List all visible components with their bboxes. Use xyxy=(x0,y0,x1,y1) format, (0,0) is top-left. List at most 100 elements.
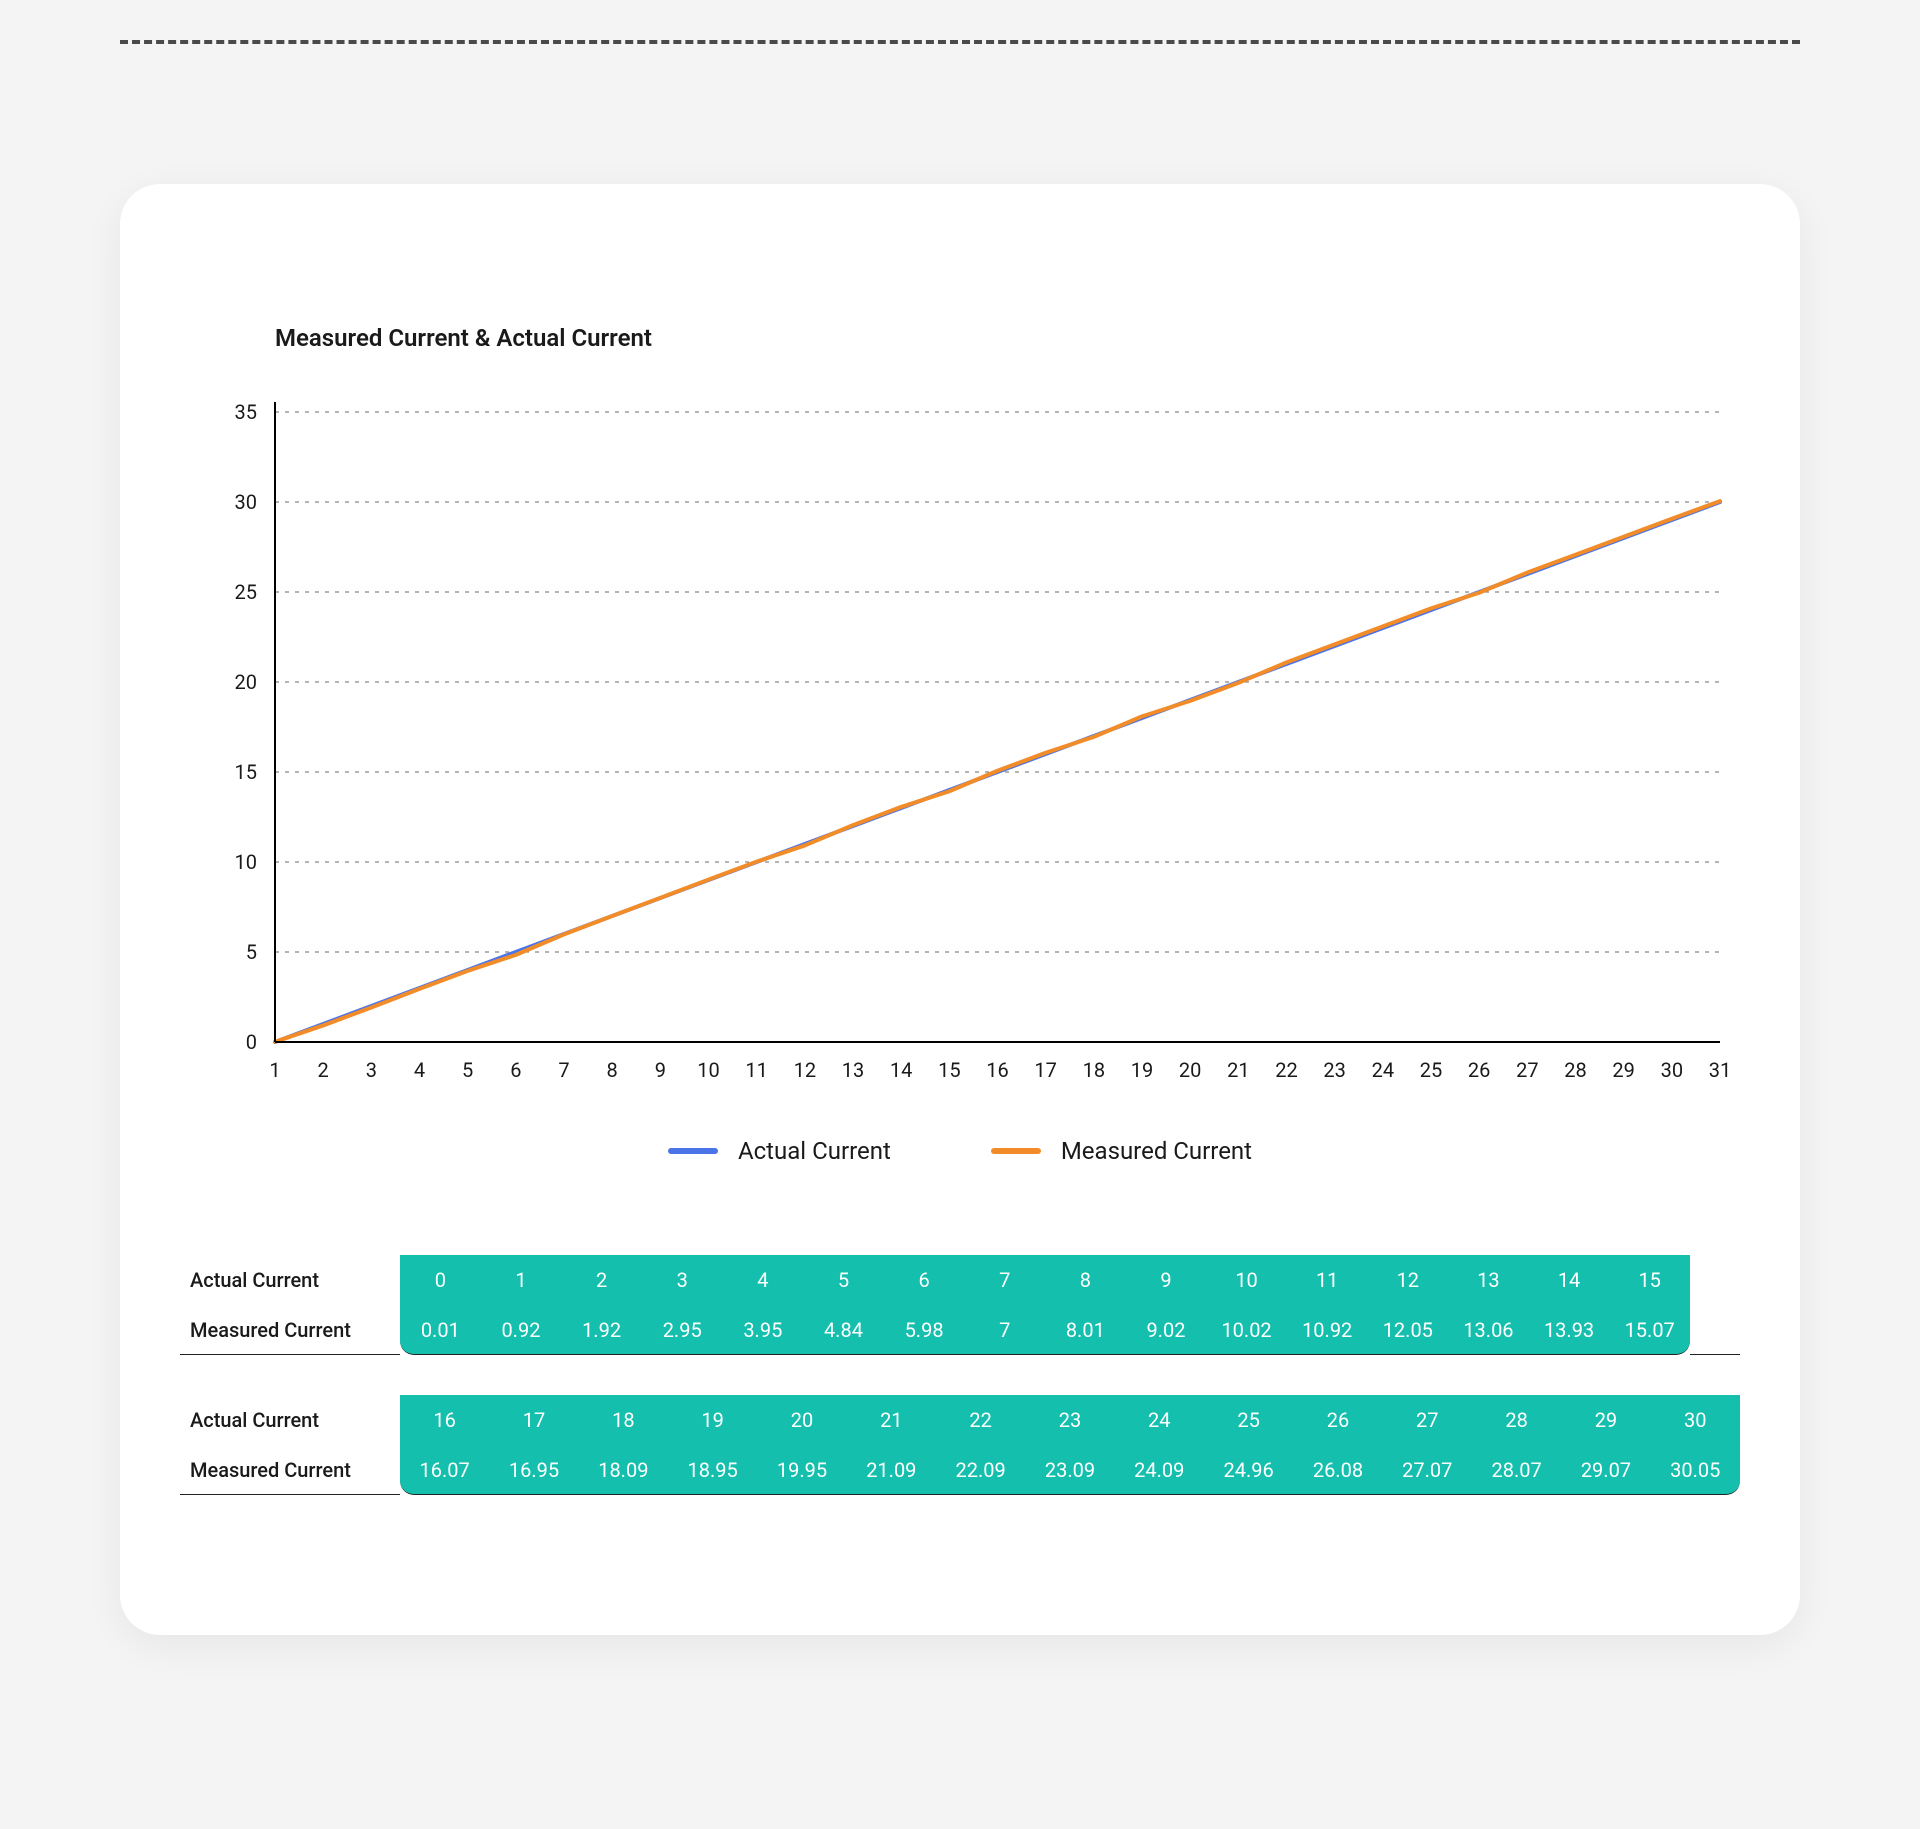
table-cell: 16.07 xyxy=(400,1445,489,1495)
x-tick-label: 30 xyxy=(1661,1058,1683,1082)
data-tables: Actual Current0123456789101112131415Meas… xyxy=(180,1255,1740,1495)
table-cell: 26.08 xyxy=(1293,1445,1382,1495)
x-tick-label: 12 xyxy=(794,1058,816,1082)
line-chart: 0510152025303512345678910111213141516171… xyxy=(180,382,1740,1102)
table-cell: 22 xyxy=(936,1395,1025,1445)
table-cell: 5 xyxy=(803,1255,884,1305)
table-cell: 0.01 xyxy=(400,1305,481,1355)
table-cell: 14 xyxy=(1529,1255,1610,1305)
chart-card: Measured Current & Actual Current 051015… xyxy=(120,184,1800,1635)
y-tick-label: 35 xyxy=(235,400,257,424)
table-row: Measured Current16.0716.9518.0918.9519.9… xyxy=(180,1445,1740,1495)
table-cell: 24 xyxy=(1115,1395,1204,1445)
table-cell: 24.09 xyxy=(1115,1445,1204,1495)
table-cell: 21.09 xyxy=(847,1445,936,1495)
table-cell: 1 xyxy=(481,1255,562,1305)
x-tick-label: 19 xyxy=(1131,1058,1153,1082)
table-cell: 9 xyxy=(1126,1255,1207,1305)
x-tick-label: 9 xyxy=(655,1058,666,1082)
x-tick-label: 21 xyxy=(1227,1058,1249,1082)
legend-item-actual: Actual Current xyxy=(668,1137,891,1165)
table-cell: 17 xyxy=(489,1395,578,1445)
data-table-block1: Actual Current0123456789101112131415Meas… xyxy=(180,1255,1740,1355)
chart-container: Measured Current & Actual Current 051015… xyxy=(180,324,1740,1165)
table-cell: 29.07 xyxy=(1561,1445,1650,1495)
table-row-label: Actual Current xyxy=(180,1395,400,1445)
table-row: Actual Current0123456789101112131415 xyxy=(180,1255,1740,1305)
x-tick-label: 11 xyxy=(745,1058,767,1082)
x-tick-label: 25 xyxy=(1420,1058,1442,1082)
table-cell: 16.95 xyxy=(489,1445,578,1495)
table-row-label: Actual Current xyxy=(180,1255,400,1305)
x-tick-label: 20 xyxy=(1179,1058,1201,1082)
table-cell: 2 xyxy=(561,1255,642,1305)
y-tick-label: 15 xyxy=(235,760,257,784)
table-cell: 22.09 xyxy=(936,1445,1025,1495)
table-cell: 10.02 xyxy=(1206,1305,1287,1355)
table-cell: 10 xyxy=(1206,1255,1287,1305)
table-cell: 29 xyxy=(1561,1395,1650,1445)
table-cell: 7 xyxy=(964,1255,1045,1305)
x-tick-label: 1 xyxy=(269,1058,280,1082)
table-cell: 13.93 xyxy=(1529,1305,1610,1355)
table-cell: 13.06 xyxy=(1448,1305,1529,1355)
table-cell: 30.05 xyxy=(1651,1445,1740,1495)
table-cell: 23 xyxy=(1025,1395,1114,1445)
y-tick-label: 10 xyxy=(235,850,257,874)
x-tick-label: 27 xyxy=(1516,1058,1538,1082)
table-cell: 4.84 xyxy=(803,1305,884,1355)
x-tick-label: 14 xyxy=(890,1058,912,1082)
x-tick-label: 6 xyxy=(510,1058,521,1082)
x-tick-label: 2 xyxy=(318,1058,329,1082)
table-cell: 15 xyxy=(1609,1255,1690,1305)
table-pad xyxy=(1690,1255,1740,1305)
legend-label-measured: Measured Current xyxy=(1061,1137,1252,1165)
table-row-label: Measured Current xyxy=(180,1305,400,1355)
table-row-label: Measured Current xyxy=(180,1445,400,1495)
x-tick-label: 26 xyxy=(1468,1058,1490,1082)
table-cell: 18 xyxy=(579,1395,668,1445)
y-tick-label: 5 xyxy=(246,940,257,964)
legend-label-actual: Actual Current xyxy=(738,1137,891,1165)
table-cell: 2.95 xyxy=(642,1305,723,1355)
table-cell: 13 xyxy=(1448,1255,1529,1305)
table-row: Actual Current16171819202122232425262728… xyxy=(180,1395,1740,1445)
table-cell: 28 xyxy=(1472,1395,1561,1445)
x-tick-label: 5 xyxy=(462,1058,473,1082)
table-cell: 16 xyxy=(400,1395,489,1445)
x-tick-label: 16 xyxy=(986,1058,1008,1082)
x-tick-label: 13 xyxy=(842,1058,864,1082)
table-cell: 19.95 xyxy=(757,1445,846,1495)
x-tick-label: 15 xyxy=(938,1058,960,1082)
table-cell: 18.95 xyxy=(668,1445,757,1495)
data-table-block2: Actual Current16171819202122232425262728… xyxy=(180,1395,1740,1495)
table-cell: 30 xyxy=(1651,1395,1740,1445)
table-cell: 21 xyxy=(847,1395,936,1445)
table-cell: 26 xyxy=(1293,1395,1382,1445)
x-tick-label: 18 xyxy=(1083,1058,1105,1082)
chart-legend: Actual Current Measured Current xyxy=(180,1137,1740,1165)
table-cell: 20 xyxy=(757,1395,846,1445)
table-cell: 3 xyxy=(642,1255,723,1305)
x-tick-label: 10 xyxy=(697,1058,719,1082)
y-tick-label: 20 xyxy=(235,670,257,694)
x-tick-label: 17 xyxy=(1034,1058,1056,1082)
legend-swatch-actual xyxy=(668,1148,718,1154)
table-cell: 1.92 xyxy=(561,1305,642,1355)
y-tick-label: 30 xyxy=(235,490,257,514)
x-tick-label: 8 xyxy=(607,1058,618,1082)
page-divider-dashed xyxy=(120,40,1800,44)
table-cell: 7 xyxy=(964,1305,1045,1355)
table-cell: 11 xyxy=(1287,1255,1368,1305)
table-cell: 8.01 xyxy=(1045,1305,1126,1355)
table-cell: 23.09 xyxy=(1025,1445,1114,1495)
table-cell: 9.02 xyxy=(1126,1305,1207,1355)
legend-swatch-measured xyxy=(991,1148,1041,1154)
table-cell: 10.92 xyxy=(1287,1305,1368,1355)
y-tick-label: 0 xyxy=(246,1030,257,1054)
x-tick-label: 23 xyxy=(1323,1058,1345,1082)
legend-item-measured: Measured Current xyxy=(991,1137,1252,1165)
table-cell: 8 xyxy=(1045,1255,1126,1305)
x-tick-label: 3 xyxy=(366,1058,377,1082)
x-tick-label: 22 xyxy=(1275,1058,1297,1082)
